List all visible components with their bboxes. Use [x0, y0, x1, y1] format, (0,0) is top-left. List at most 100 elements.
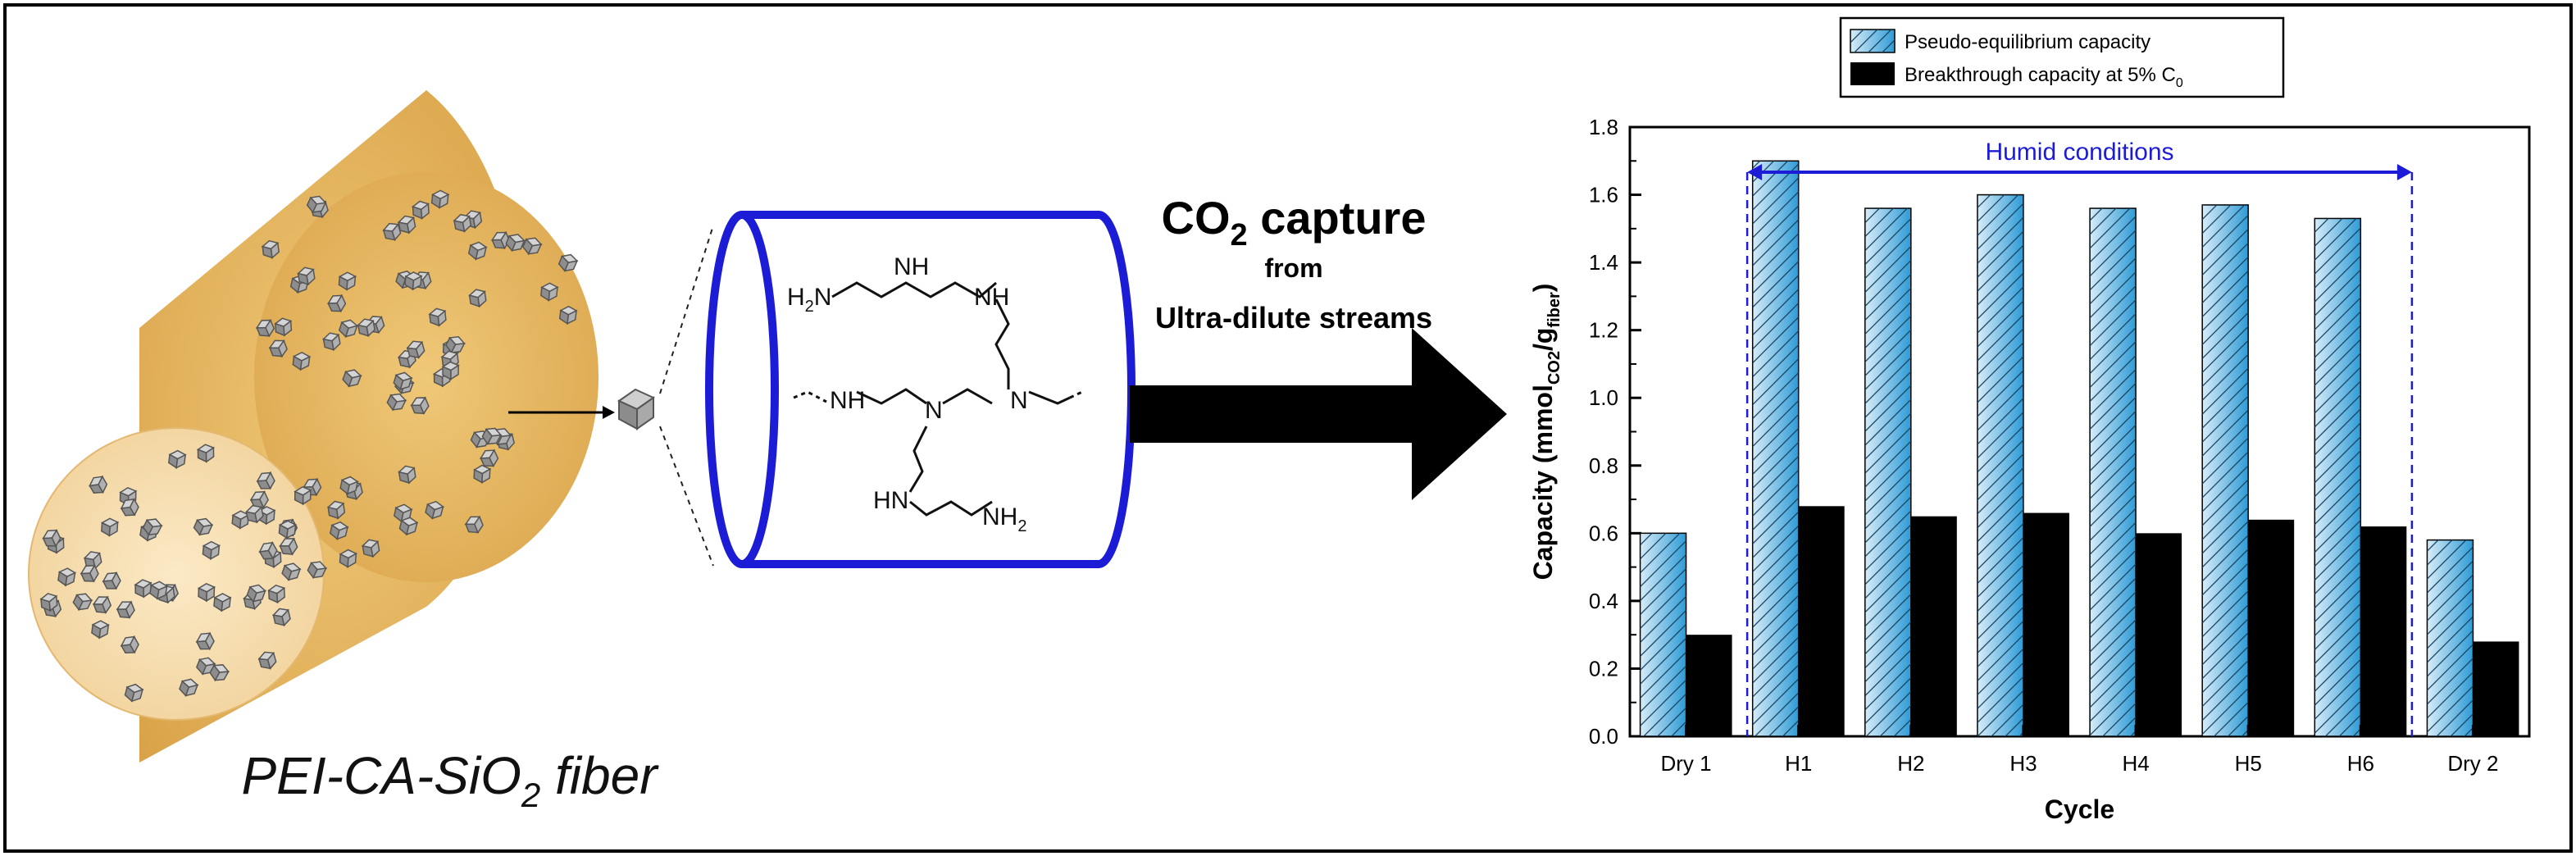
y-tick-label: 1.2 — [1589, 318, 1618, 343]
humid-arrow-left — [1747, 164, 1763, 180]
silica-cube — [342, 369, 362, 388]
silica-cube — [326, 294, 347, 313]
x-tick-label: H1 — [1785, 751, 1812, 776]
silica-cube — [80, 564, 99, 583]
bar-breakthrough — [2360, 526, 2407, 736]
y-tick-label: 0.6 — [1589, 521, 1618, 545]
legend-label-pseudo: Pseudo-equilibrium capacity — [1905, 31, 2150, 53]
capture-label: CO2 capture from Ultra-dilute streams — [1155, 192, 1432, 335]
ultra-dilute-label: Ultra-dilute streams — [1155, 301, 1432, 335]
silica-cube — [257, 651, 277, 670]
silica-cube — [398, 517, 419, 536]
silica-cube — [168, 449, 187, 469]
amine-hn: HN — [873, 487, 908, 514]
figure-frame — [3, 3, 2573, 853]
silica-cube — [393, 371, 413, 391]
humid-conditions-label: Humid conditions — [1985, 139, 2173, 166]
silica-cube — [479, 448, 499, 467]
silica-cube — [404, 271, 423, 291]
silica-cube — [397, 215, 416, 234]
silica-cube — [72, 593, 93, 611]
legend-swatch-hatch — [1850, 30, 1895, 52]
silica-cube — [268, 339, 288, 358]
silica-cube — [149, 581, 169, 600]
silica-cube — [326, 500, 346, 520]
silica-cube — [521, 237, 543, 256]
x-tick-label: Dry 1 — [1661, 751, 1712, 776]
bar-breakthrough — [2248, 519, 2295, 736]
silica-cube — [382, 222, 402, 242]
bar-breakthrough — [1910, 516, 1957, 736]
silica-cube — [258, 541, 278, 560]
silica-cube — [197, 582, 216, 603]
from-label: from — [1264, 253, 1322, 283]
amine-n-right: N — [1010, 387, 1028, 414]
silica-cube — [397, 349, 416, 369]
silica-cube — [120, 635, 139, 654]
silica-cube — [102, 571, 121, 590]
silica-cube — [202, 540, 221, 560]
silica-cube — [246, 584, 267, 603]
y-tick-label: 1.6 — [1589, 183, 1618, 207]
silica-cube — [279, 537, 298, 556]
silica-cube — [209, 664, 230, 682]
x-tick-label: H2 — [1897, 751, 1924, 776]
co2-capture-title: CO2 capture — [1162, 192, 1427, 253]
silica-cube — [338, 271, 357, 291]
silica-cube — [464, 515, 484, 535]
silica-cube — [306, 195, 327, 214]
bar-breakthrough — [2473, 641, 2519, 736]
bar-breakthrough — [2136, 533, 2182, 736]
silica-cube — [540, 282, 559, 302]
y-tick-label: 0.0 — [1589, 724, 1618, 749]
bar-hatch — [1977, 194, 2023, 737]
silica-cube — [425, 500, 445, 520]
silica-cube — [89, 475, 108, 494]
silica-cube — [261, 239, 280, 259]
silica-cube — [42, 529, 61, 548]
fiber-back-cap — [254, 172, 598, 582]
y-tick-label: 0.8 — [1589, 453, 1618, 478]
silica-cube — [179, 678, 199, 697]
y-tick-label: 0.4 — [1589, 589, 1618, 613]
silica-cube — [39, 593, 58, 612]
silica-cube — [231, 510, 250, 530]
silica-cube — [271, 608, 291, 627]
x-tick-label: H6 — [2347, 751, 2374, 776]
y-tick-label: 1.4 — [1589, 250, 1618, 275]
silica-cube — [134, 579, 152, 599]
silica-cube — [274, 317, 293, 337]
bar-hatch — [2314, 218, 2361, 736]
silica-cube — [410, 396, 430, 415]
silica-cube — [473, 464, 492, 484]
silica-cube — [196, 444, 216, 463]
silica-cube — [339, 549, 357, 568]
bar-hatch — [1752, 161, 1799, 736]
silica-cube — [195, 631, 215, 651]
silica-cube — [441, 361, 460, 380]
y-tick-label: 1.8 — [1589, 115, 1618, 139]
x-tick-label: H3 — [2009, 751, 2037, 776]
silica-cube — [257, 506, 276, 526]
silica-cube — [57, 567, 77, 587]
amine-nh-a: NH — [894, 253, 929, 280]
silica-cube — [558, 253, 579, 272]
bar-hatch — [1864, 208, 1911, 737]
humid-arrow-right — [2396, 164, 2412, 180]
silica-cube — [329, 521, 349, 540]
silica-particles — [39, 189, 579, 703]
x-axis-title: Cycle — [2045, 795, 2114, 824]
amine-nh2-top: H2N — [787, 284, 831, 316]
silica-cube — [338, 319, 359, 339]
silica-cube — [195, 657, 216, 676]
silica-cube — [281, 562, 302, 581]
bar-hatch — [2202, 204, 2249, 736]
x-tick-label: H5 — [2235, 751, 2262, 776]
y-tick-label: 1.0 — [1589, 385, 1618, 410]
silica-cube — [468, 289, 487, 308]
bar-breakthrough — [2023, 512, 2069, 736]
legend-swatch-breakthrough — [1850, 62, 1895, 85]
y-tick-label: 0.2 — [1589, 656, 1618, 681]
legend-label-breakthrough: Breakthrough capacity at 5% C0 — [1905, 64, 2183, 90]
silica-cube — [213, 593, 232, 612]
